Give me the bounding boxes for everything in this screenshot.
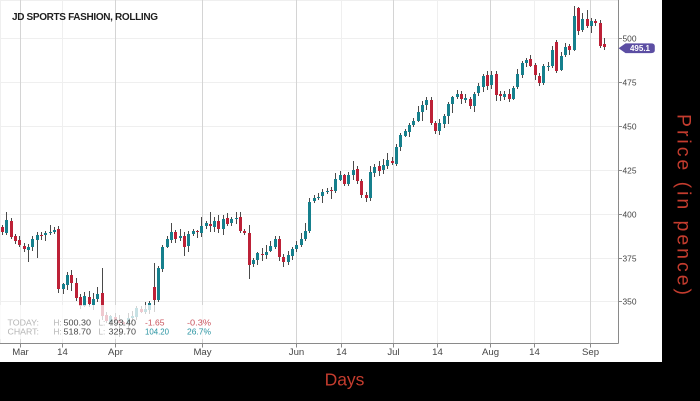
svg-text:14: 14: [336, 347, 347, 358]
svg-text:14: 14: [432, 347, 443, 358]
svg-text:Price (in pence): Price (in pence): [673, 114, 695, 295]
svg-text:329.70: 329.70: [109, 328, 137, 337]
svg-text:H:: H:: [54, 318, 62, 327]
svg-text:JD SPORTS FASHION, ROLLING: JD SPORTS FASHION, ROLLING: [12, 12, 158, 23]
svg-text:Apr: Apr: [108, 347, 124, 358]
svg-text:H:: H:: [54, 328, 62, 337]
svg-text:TODAY:: TODAY:: [8, 318, 40, 327]
svg-text:May: May: [193, 347, 211, 358]
svg-text:14: 14: [529, 347, 540, 358]
svg-text:500.30: 500.30: [64, 318, 92, 327]
svg-text:495.1: 495.1: [630, 44, 651, 53]
svg-text:400: 400: [623, 210, 637, 220]
svg-text:-1.65: -1.65: [145, 318, 165, 327]
svg-text:Jul: Jul: [387, 347, 399, 358]
svg-text:104.20: 104.20: [145, 328, 169, 337]
svg-text:14: 14: [57, 347, 68, 358]
svg-text:Sep: Sep: [582, 347, 599, 358]
svg-text:L:: L:: [99, 328, 106, 337]
svg-text:-0.3%: -0.3%: [187, 318, 211, 327]
svg-text:518.70: 518.70: [64, 328, 92, 337]
svg-text:425: 425: [623, 166, 637, 176]
svg-text:475: 475: [623, 78, 637, 88]
svg-text:L:: L:: [99, 318, 106, 327]
svg-text:26.7%: 26.7%: [187, 328, 211, 337]
svg-text:450: 450: [623, 122, 637, 132]
svg-text:375: 375: [623, 254, 637, 264]
svg-text:Aug: Aug: [482, 347, 499, 358]
svg-text:500: 500: [623, 34, 637, 44]
svg-text:CHART:: CHART:: [8, 328, 40, 337]
svg-text:Jun: Jun: [289, 347, 304, 358]
svg-text:493.40: 493.40: [109, 318, 137, 327]
svg-text:350: 350: [623, 297, 637, 307]
svg-text:Mar: Mar: [12, 347, 29, 358]
svg-text:Days: Days: [325, 370, 365, 390]
